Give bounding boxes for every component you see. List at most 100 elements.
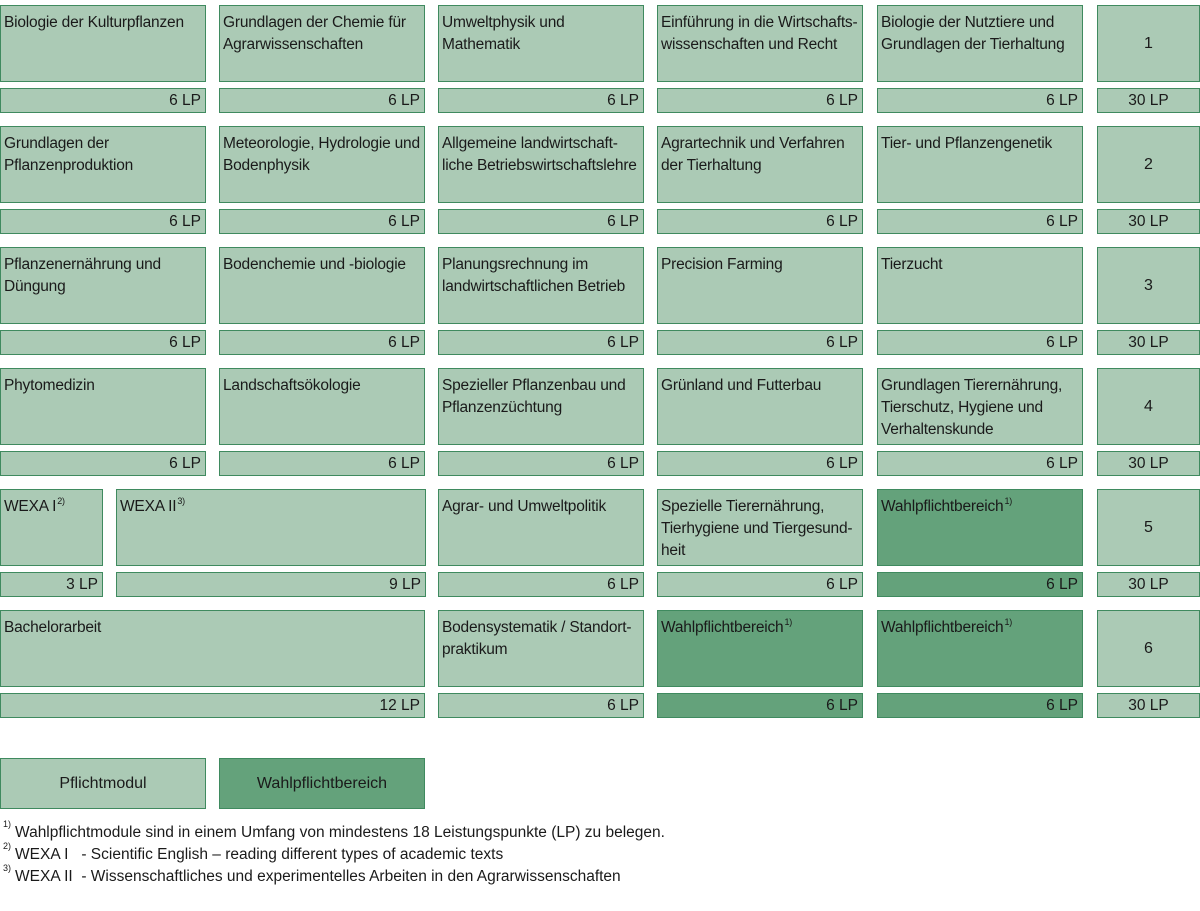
module-title: Landschaftsökologie [223,377,361,394]
module-title: Biologie der Kulturpflanzen [4,14,184,31]
legend-required-swatch: Pflichtmodul [0,758,206,809]
module-box: Bachelorarbeit [0,610,425,687]
semester-total: 30 LP [1128,212,1169,230]
module-credits: 6 LP [169,212,201,230]
semester-box: 1 [1097,5,1200,82]
module-box: Biologie der Nutztiere und Grundlagen de… [877,5,1083,82]
module-box: Pflanzenernährung und Düngung [0,247,206,324]
module-credits-box: 6 LP [877,88,1083,113]
module-credits-box: 6 LP [438,88,644,113]
module-box: Bodensystematik / Standort- praktikum [438,610,644,687]
semester-total-box: 30 LP [1097,88,1200,113]
module-credits-box: 6 LP [657,572,863,597]
footnote-ref: 2) [57,495,65,506]
module-box: WEXA IIWEXA II3) [116,489,426,566]
module-credits: 6 LP [826,212,858,230]
module-credits-box: 12 LP [0,693,425,718]
module-credits: 6 LP [1046,212,1078,230]
module-box: Grundlagen Tierernährung, Tierschutz, Hy… [877,368,1083,445]
module-credits-box: 6 LP [877,451,1083,476]
module-title: Bodenchemie und -biologie [223,256,406,273]
semester-total: 30 LP [1128,91,1169,109]
module-title: Planungsrechnung im landwirtschaftlichen… [442,256,626,295]
module-credits: 3 LP [66,575,98,593]
module-title: Bachelorarbeit [4,619,102,636]
module-title: Grundlagen der Chemie für Agrarwissensch… [223,14,406,53]
footnote-1: 1)Wahlpflichtmodule sind in einem Umfang… [3,819,665,844]
semester-box: 4 [1097,368,1200,445]
footnote-ref: 1) [784,616,793,627]
module-title: WEXA II [120,498,177,515]
module-credits-box: 6 LP [438,330,644,355]
module-credits: 6 LP [826,696,858,714]
module-title: Wahlpflichtbereich [881,619,1004,636]
module-credits-box: 6 LP [0,88,206,113]
semester-number: 4 [1144,397,1153,415]
semester-number: 5 [1144,518,1153,536]
module-title: Bodensystematik / Standort- praktikum [442,619,632,658]
module-box: Agrar- und Umweltpolitik [438,489,644,566]
semester-total-box: 30 LP [1097,209,1200,234]
module-credits-box: 6 LP [657,693,863,718]
semester-number: 6 [1144,639,1153,657]
semester-total: 30 LP [1128,333,1169,351]
module-credits-box: 6 LP [0,451,206,476]
module-box: Bodenchemie und -biologie [219,247,425,324]
module-title: Umweltphysik und Mathematik [442,14,565,53]
module-box: WahlpflichtbereichWahlpflichtbereich1) [877,489,1083,566]
semester-total-box: 30 LP [1097,693,1200,718]
module-credits-box: 6 LP [438,572,644,597]
module-box: Planungsrechnung im landwirtschaftlichen… [438,247,644,324]
module-credits: 6 LP [1046,454,1078,472]
module-credits: 6 LP [388,333,420,351]
module-title: Einführung in die Wirtschafts- wissensch… [661,14,858,53]
module-title: Grünland und Futterbau [661,377,822,394]
module-title: Pflanzenernährung und Düngung [4,256,161,295]
module-credits-box: 6 LP [657,451,863,476]
module-credits: 6 LP [388,212,420,230]
module-box: Spezielle Tierernährung, Tierhygiene und… [657,489,863,566]
module-box: Einführung in die Wirtschafts- wissensch… [657,5,863,82]
module-credits-box: 6 LP [438,693,644,718]
semester-box: 2 [1097,126,1200,203]
module-title-sup-holder: WEXA I2) [4,496,99,518]
footnote-text: Wahlpflichtmodule sind in einem Umfang v… [15,824,665,841]
module-title: Allgemeine landwirtschaft- liche Betrieb… [442,135,637,174]
legend-required-label: Pflichtmodul [59,774,147,792]
module-title: WEXA I [4,498,57,515]
module-credits-box: 6 LP [0,209,206,234]
module-credits-box: 3 LP [0,572,103,597]
module-credits: 6 LP [169,333,201,351]
module-credits-box: 6 LP [438,209,644,234]
module-box: Phytomedizin [0,368,206,445]
module-credits: 6 LP [607,333,639,351]
module-credits-box: 9 LP [116,572,426,597]
module-credits: 6 LP [1046,575,1078,593]
module-title: Wahlpflichtbereich [881,498,1004,515]
semester-total-box: 30 LP [1097,572,1200,597]
module-title: Meteorologie, Hydrologie und Bodenphysik [223,135,420,174]
semester-box: 3 [1097,247,1200,324]
module-credits: 6 LP [607,454,639,472]
module-credits-box: 6 LP [657,330,863,355]
semester-total: 30 LP [1128,696,1169,714]
module-credits: 6 LP [388,454,420,472]
semester-total-box: 30 LP [1097,451,1200,476]
module-title: Phytomedizin [4,377,95,394]
module-credits-box: 6 LP [438,451,644,476]
semester-total-box: 30 LP [1097,330,1200,355]
footnote-mark: 2) [3,840,12,851]
module-credits: 6 LP [388,91,420,109]
module-box: WahlpflichtbereichWahlpflichtbereich1) [877,610,1083,687]
module-box: Grundlagen der Chemie für Agrarwissensch… [219,5,425,82]
module-credits: 12 LP [379,696,420,714]
footnote-2: 2)WEXA I - Scientific English – reading … [3,840,503,866]
module-box: WahlpflichtbereichWahlpflichtbereich1) [657,610,863,687]
module-credits: 6 LP [826,91,858,109]
module-credits-box: 6 LP [657,209,863,234]
module-credits-box: 6 LP [877,330,1083,355]
module-title: Biologie der Nutztiere und Grundlagen de… [881,14,1065,53]
legend-elective-label: Wahlpflichtbereich [256,774,388,792]
module-credits-box: 6 LP [877,693,1083,718]
